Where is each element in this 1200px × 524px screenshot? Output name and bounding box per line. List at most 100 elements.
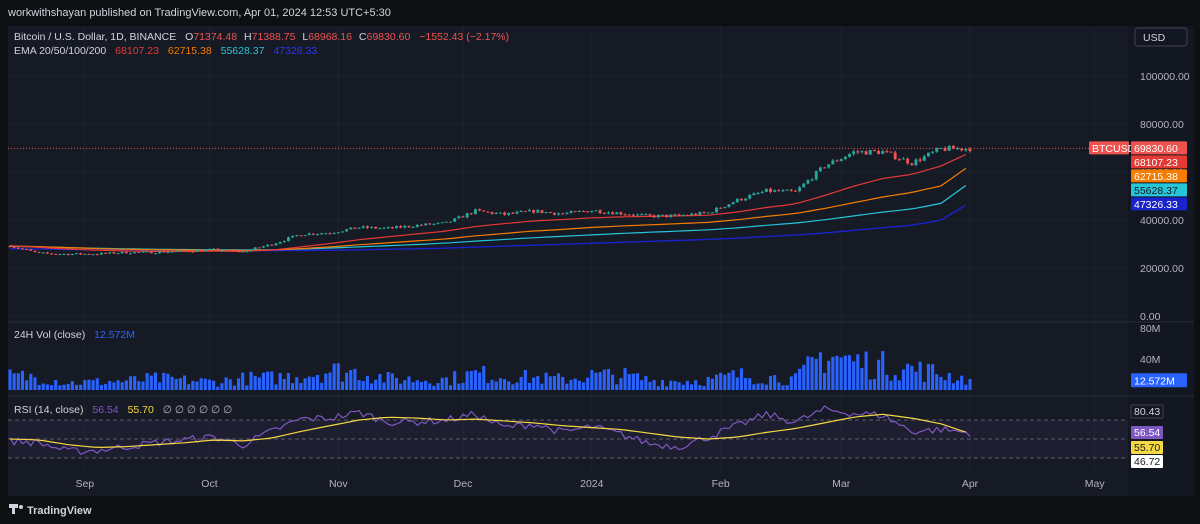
candle-body [419,224,423,226]
candle-body [739,198,743,201]
volume-bar [744,378,748,390]
volume-bar [590,370,594,390]
volume-bar [615,384,619,390]
candle-body [328,233,332,235]
volume-bar [345,372,349,390]
candle-body [852,151,856,155]
volume-bar [158,382,162,390]
candle-body [174,251,178,253]
volume-bar [482,365,486,390]
candle-body [644,214,648,216]
candle-body [519,211,523,213]
candle-body [577,211,581,213]
candle-body [299,235,303,237]
volume-bar [523,369,527,390]
volume-bar [245,385,249,390]
volume-bar [623,368,627,390]
volume-bar [881,351,885,390]
tradingview-logo-icon-stem [12,504,15,514]
candle-body [270,244,274,246]
tradingview-brand: TradingView [27,505,92,517]
candle-body [162,251,166,253]
candle-body [390,227,394,229]
candle-body [735,198,739,203]
candle-body [474,209,477,214]
volume-bar [16,373,20,390]
candle-body [178,250,182,252]
ema50-line[interactable] [9,167,967,252]
candle-body [307,233,311,236]
tradingview-logo-icon-dot [19,505,23,509]
volume-bar [174,378,178,390]
rsi-ma-value: 55.70 [128,404,154,416]
volume-bar [955,380,960,390]
volume-bar [340,381,345,390]
candle-body [50,253,54,255]
volume-bar [619,378,623,390]
volume-bar [390,373,394,390]
rsi-tag-label: 56.54 [1134,427,1160,439]
rsi-line[interactable] [9,405,971,456]
volume-bar [307,376,311,390]
candle-body [112,252,116,254]
candle-body [249,249,253,252]
volume-label: 24H Vol (close) [14,329,85,341]
ema20-line[interactable] [9,153,967,252]
volume-bar [926,364,930,390]
time-axis[interactable]: Sep Oct Nov Dec 2024 Feb Mar Apr May [75,478,1105,490]
volume-bars[interactable] [8,351,972,390]
volume-bar [266,371,270,390]
volume-bar [515,382,519,390]
volume-bar [58,385,62,390]
rsi-ma-line[interactable] [9,413,966,449]
candle-body [490,212,494,214]
price-tick-label: 20000.00 [1140,263,1184,275]
candle-body [789,189,793,191]
volume-bar [170,376,174,390]
volume-bar [939,376,943,390]
volume-bar [964,384,968,390]
candle-body [195,250,199,252]
volume-bar [511,384,515,390]
volume-bar [498,378,502,390]
candle-body [656,214,660,218]
price-tick-label: 0.00 [1140,311,1161,323]
candle-body [606,212,610,214]
volume-bar [20,370,25,390]
ema-legend: EMA 20/50/100/200 68107.23 62715.38 5562… [14,45,317,57]
volume-bar [87,379,91,390]
volume-last-tag: 12.572M [1134,375,1175,387]
time-tick-label: Apr [962,478,979,490]
volume-bar [540,383,544,390]
candle-body [332,232,336,234]
candle-body [931,151,935,153]
volume-bar [931,364,935,390]
candle-body [640,214,644,216]
volume-bar [249,371,253,390]
volume-bar [207,379,212,390]
candle-body [374,226,378,229]
rsi-label: RSI (14, close) [14,404,83,416]
volume-bar [519,376,523,390]
candle-body [33,250,37,252]
candle-body [345,229,349,232]
candle-body [943,148,947,151]
candle-body [116,253,120,255]
candle-body [99,252,103,255]
volume-bar [403,380,407,390]
candlestick-series[interactable] [8,144,972,256]
candle-body [320,233,324,235]
candle-body [889,151,893,153]
volume-bar [860,368,864,390]
candle-body [856,151,860,153]
volume-bar [532,377,536,390]
candle-body [311,233,315,235]
candle-body [573,211,577,213]
low-value: 68968.16 [308,31,352,43]
volume-bar [702,386,706,390]
ema-label: EMA 20/50/100/200 [14,45,106,57]
candle-body [295,235,299,237]
volume-bar [162,372,166,390]
currency-button[interactable] [1134,27,1188,47]
